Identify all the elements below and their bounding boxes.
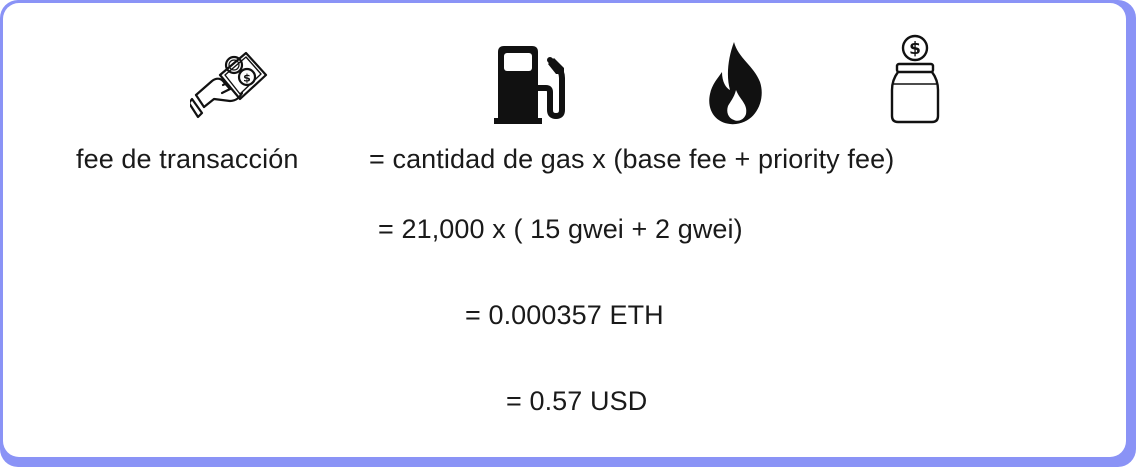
fee-substitution: = 21,000 x ( 15 gwei + 2 gwei) [378,214,743,244]
svg-text:$: $ [909,39,921,59]
transaction-fee-label: fee de transacción [76,144,299,174]
gas-pump-icon [492,44,568,124]
fee-formula: = cantidad de gas x (base fee + priority… [369,144,895,174]
svg-text:$: $ [243,72,251,85]
flame-icon [706,40,768,126]
fee-result-eth: = 0.000357 ETH [465,300,664,330]
hand-holding-money-icon: $ [190,45,270,121]
tip-jar-icon: $ [888,34,942,124]
fee-result-usd: = 0.57 USD [506,386,648,416]
